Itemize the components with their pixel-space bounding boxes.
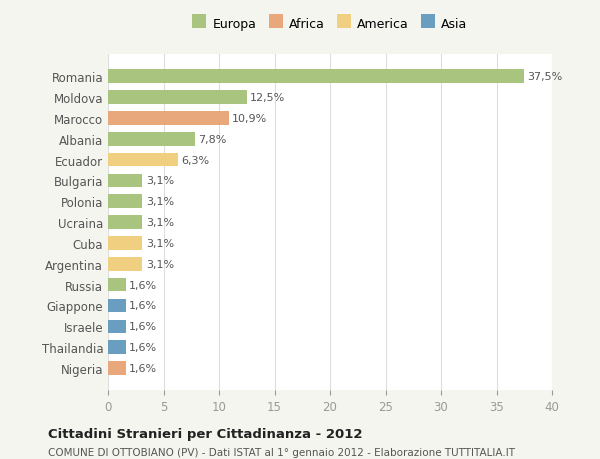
Bar [108,195,142,208]
Text: 1,6%: 1,6% [129,301,157,311]
Bar [108,278,126,292]
Bar [108,91,247,105]
Text: 1,6%: 1,6% [129,363,157,373]
Bar [108,257,142,271]
Bar [108,299,126,313]
Bar [108,153,178,167]
Bar [108,341,126,354]
Legend: Europa, Africa, America, Asia: Europa, Africa, America, Asia [193,18,467,31]
Text: 1,6%: 1,6% [129,322,157,331]
Bar [108,133,194,146]
Bar [108,112,229,125]
Text: 1,6%: 1,6% [129,342,157,353]
Text: Cittadini Stranieri per Cittadinanza - 2012: Cittadini Stranieri per Cittadinanza - 2… [48,427,362,440]
Text: 6,3%: 6,3% [181,155,209,165]
Text: 37,5%: 37,5% [527,72,563,82]
Text: 3,1%: 3,1% [146,238,174,248]
Text: 12,5%: 12,5% [250,93,286,103]
Bar [108,320,126,333]
Bar [108,174,142,188]
Bar [108,216,142,230]
Bar [108,70,524,84]
Text: 3,1%: 3,1% [146,218,174,228]
Text: 3,1%: 3,1% [146,197,174,207]
Text: 1,6%: 1,6% [129,280,157,290]
Bar [108,237,142,250]
Text: 10,9%: 10,9% [232,114,268,123]
Text: 3,1%: 3,1% [146,259,174,269]
Text: COMUNE DI OTTOBIANO (PV) - Dati ISTAT al 1° gennaio 2012 - Elaborazione TUTTITAL: COMUNE DI OTTOBIANO (PV) - Dati ISTAT al… [48,448,515,458]
Text: 3,1%: 3,1% [146,176,174,186]
Text: 7,8%: 7,8% [198,134,226,145]
Bar [108,361,126,375]
